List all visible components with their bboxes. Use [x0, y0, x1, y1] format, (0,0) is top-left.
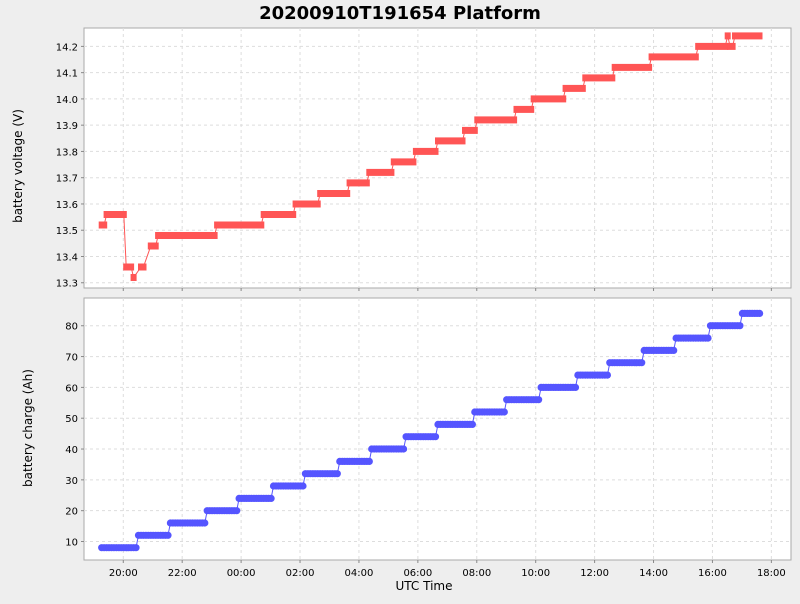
voltage-segment [648, 53, 699, 61]
charge-series [98, 309, 764, 552]
y-tick-label: 80 [65, 322, 78, 333]
charge-y-ticks: 10 20 30 40 50 60 70 80 [65, 322, 84, 549]
y-tick-label: 10 [65, 538, 78, 549]
y-tick-label: 40 [65, 445, 78, 456]
voltage-segment [412, 147, 439, 155]
x-tick-label: 04:00 [345, 568, 374, 579]
charge-point [535, 396, 543, 404]
x-tick-label: 22:00 [168, 568, 197, 579]
voltage-subplot: 13.3 13.4 13.5 13.6 13.7 13.8 13.9 14.0 14.1 14.2… [11, 27, 792, 291]
y-tick-label: 60 [65, 383, 78, 394]
charge-point [233, 507, 241, 515]
voltage-segment [138, 263, 147, 271]
charge-point [299, 482, 307, 490]
voltage-segment [582, 74, 616, 82]
x-tick-label: 12:00 [580, 568, 609, 579]
voltage-segment [155, 232, 218, 239]
voltage-segment [390, 158, 417, 166]
charge-point [365, 457, 373, 465]
charge-point [164, 531, 172, 539]
charge-point [468, 420, 476, 428]
voltage-segment [462, 126, 478, 134]
x-tick-label: 16:00 [698, 568, 727, 579]
x-tick-label: 02:00 [286, 568, 315, 579]
voltage-series [98, 32, 763, 281]
voltage-segment [214, 221, 265, 229]
y-tick-label: 13.4 [56, 252, 78, 263]
charge-y-axis-label: battery charge (Ah) [21, 369, 35, 487]
voltage-segment [260, 211, 297, 218]
y-tick-label: 14.1 [56, 69, 78, 80]
voltage-x-ticks [122, 288, 772, 291]
voltage-segment [103, 211, 127, 218]
chart-title: 20200910T191654 Platform [259, 3, 541, 24]
charge-point [571, 383, 580, 391]
charge-point [400, 445, 408, 453]
voltage-segment [474, 116, 518, 124]
x-tick-label: 06:00 [403, 568, 432, 579]
voltage-segment [727, 42, 736, 50]
charge-point [638, 359, 646, 367]
charge-gridlines [84, 298, 791, 560]
y-tick-label: 13.9 [56, 121, 78, 132]
voltage-segment [317, 190, 351, 197]
voltage-segment [611, 63, 653, 71]
voltage-segment [435, 137, 466, 145]
y-tick-label: 20 [65, 507, 78, 518]
x-axis-label: UTC Time [396, 579, 453, 593]
voltage-segment [123, 263, 135, 271]
x-tick-label: 10:00 [521, 568, 550, 579]
charge-point [132, 544, 140, 552]
charge-point [756, 309, 764, 317]
voltage-plot-area [83, 27, 792, 289]
voltage-segment [147, 242, 159, 250]
charge-x-ticks: 20:00 22:00 00:00 02:00 04:00 06:00 08:00 10:00… [109, 560, 786, 579]
charge-subplot: 10 20 30 40 50 60 70 80 20:00 22:00 00:00 02:00 04:… [21, 297, 792, 593]
charge-point [736, 322, 744, 330]
y-tick-label: 14.2 [56, 42, 78, 53]
charge-point [201, 519, 209, 527]
voltage-segment [366, 168, 395, 176]
x-tick-label: 14:00 [639, 568, 668, 579]
charge-point [333, 470, 341, 478]
voltage-segment [724, 32, 731, 40]
voltage-gridlines [84, 28, 791, 288]
y-tick-label: 13.6 [56, 200, 78, 211]
x-tick-label: 00:00 [227, 568, 256, 579]
voltage-segment [513, 105, 535, 113]
y-tick-label: 70 [65, 353, 78, 364]
y-tick-label: 13.7 [56, 174, 78, 185]
voltage-segment [98, 221, 108, 229]
voltage-y-ticks: 13.3 13.4 13.5 13.6 13.7 13.8 13.9 14.0 14.1 14.2 [56, 42, 84, 290]
charge-point [603, 371, 612, 379]
y-tick-label: 50 [65, 414, 78, 425]
y-tick-label: 30 [65, 476, 78, 487]
voltage-y-axis-label: battery voltage (V) [11, 109, 25, 223]
y-tick-label: 14.0 [56, 95, 78, 106]
x-tick-label: 20:00 [109, 568, 138, 579]
voltage-segment [346, 179, 370, 187]
y-tick-label: 13.5 [56, 226, 78, 237]
y-tick-label: 13.3 [56, 279, 78, 290]
voltage-segment [530, 95, 567, 103]
charge-point [670, 346, 678, 354]
charge-point [500, 408, 508, 416]
x-tick-label: 08:00 [462, 568, 491, 579]
charge-point [704, 334, 712, 342]
charge-point [431, 433, 440, 441]
voltage-segment [562, 84, 586, 92]
charge-point [267, 494, 275, 502]
voltage-segment [130, 274, 137, 281]
voltage-segment [732, 32, 763, 40]
x-tick-label: 18:00 [757, 568, 786, 579]
y-tick-label: 13.8 [56, 147, 78, 158]
voltage-segment [695, 42, 729, 50]
voltage-segment [292, 200, 321, 208]
